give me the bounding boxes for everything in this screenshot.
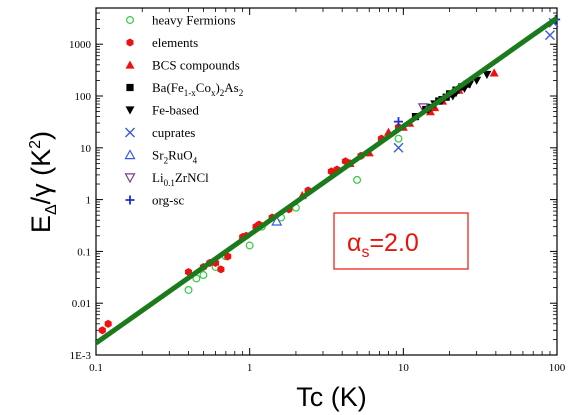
y-tick-label: 0.1 (77, 246, 91, 258)
data-point (394, 134, 403, 143)
legend-item: Li0.1ZrNCl (124, 170, 209, 188)
legend-marker (125, 127, 135, 138)
data-point (245, 241, 254, 250)
legend-item: Fe-based (125, 103, 199, 118)
legend-marker (126, 38, 134, 47)
legend-item: BCS compounds (125, 58, 240, 73)
x-tick-label: 1 (247, 362, 253, 374)
data-point (489, 68, 499, 77)
legend-label: Sr2RuO4 (152, 148, 198, 166)
data-point (482, 70, 492, 80)
plot-frame (95, 7, 558, 356)
legend-item: elements (126, 35, 198, 50)
legend-label: BCS compounds (152, 58, 240, 73)
legend-label: elements (152, 35, 198, 50)
annotation-text: αs=2.0 (347, 229, 419, 261)
y-tick-label: 1E-3 (70, 350, 92, 362)
legend-label: Li0.1ZrNCl (152, 170, 209, 188)
x-axis-title: Tc (K) (296, 382, 367, 412)
legend-item: heavy Fermions (126, 13, 235, 28)
y-tick-label: 10 (80, 143, 92, 155)
y-tick-label: 0.01 (72, 298, 91, 310)
data-point (544, 30, 555, 41)
axes: 0.1 1 10 100 1E-3 0.01 0.1 1 10 100 1000 (69, 7, 566, 374)
legend-marker (124, 173, 136, 184)
x-tick-label: 10 (398, 362, 410, 374)
data-point (393, 117, 403, 127)
legend-label: cuprates (152, 125, 195, 140)
fit-line (94, 15, 559, 346)
data-point (104, 319, 112, 328)
data-point (184, 286, 193, 294)
legend-marker (124, 149, 136, 160)
y-axis-title: EΔ/γ (K2) (26, 131, 60, 233)
legend-marker (126, 83, 134, 92)
legend-item: Sr2RuO4 (124, 148, 198, 166)
data-point (353, 175, 362, 184)
data-point (217, 265, 225, 274)
annotation-box (333, 212, 469, 270)
legend-label: Ba(Fe1-xCox)2As2 (152, 80, 243, 98)
legend-item: org-sc (125, 193, 184, 208)
legend-marker (125, 195, 135, 205)
fit-line-group (94, 15, 559, 346)
legend-label: Fe-based (152, 103, 199, 118)
legend-label: org-sc (152, 193, 184, 208)
data-point (199, 271, 208, 279)
y-tick-label: 1000 (69, 39, 92, 51)
data-point (271, 215, 283, 226)
y-tick-label: 1 (86, 195, 92, 207)
legend-marker (126, 16, 134, 24)
legend: heavy Fermions elements BCS compounds Ba(Fe… (124, 13, 243, 208)
data-point (393, 142, 404, 153)
data-point (98, 326, 106, 335)
x-tick-label: 100 (549, 362, 566, 374)
axis-titles: Tc (K) EΔ/γ (K2) (26, 131, 367, 412)
legend-label: heavy Fermions (152, 13, 235, 28)
y-tick-label: 100 (75, 91, 92, 103)
legend-item: cuprates (125, 125, 195, 140)
legend-item: Ba(Fe1-xCox)2As2 (126, 80, 243, 98)
legend-marker (125, 106, 135, 115)
x-tick-label: 0.1 (89, 362, 103, 374)
alpha-annotation: αs=2.0 (333, 212, 469, 270)
legend-marker (125, 60, 135, 69)
